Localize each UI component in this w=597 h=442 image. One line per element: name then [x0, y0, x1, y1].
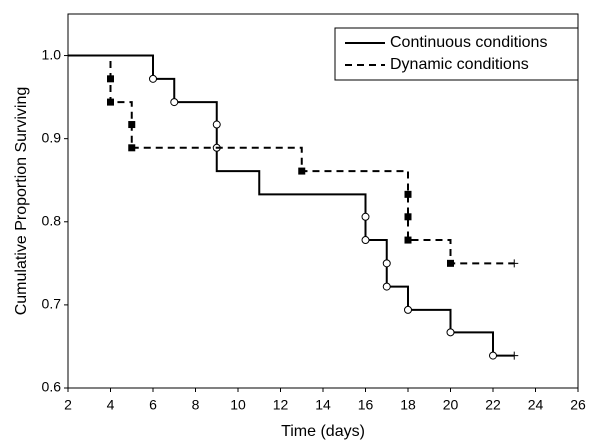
event-marker [128, 144, 136, 152]
event-marker [149, 74, 157, 83]
y-tick-label: 0.8 [42, 212, 62, 228]
y-tick-label: 0.7 [42, 296, 62, 312]
event-marker [361, 212, 370, 221]
legend-label: Dynamic conditions [390, 56, 529, 73]
x-tick-label: 20 [443, 397, 459, 413]
event-marker [447, 259, 454, 267]
event-marker [212, 120, 221, 129]
survival-line [68, 54, 515, 357]
event-marker [404, 213, 412, 221]
x-tick-label: 4 [107, 397, 115, 413]
x-axis-label: Time (days) [281, 423, 365, 440]
event-marker [446, 328, 455, 337]
y-tick-label: 0.9 [42, 129, 62, 145]
x-tick-label: 22 [485, 397, 501, 413]
event-marker [382, 259, 391, 268]
x-tick-label: 2 [64, 397, 72, 413]
x-tick-label: 12 [273, 397, 289, 413]
censor-marker [510, 259, 519, 268]
event-marker [170, 98, 179, 107]
event-marker [298, 167, 306, 175]
event-marker [382, 282, 391, 291]
event-marker [489, 351, 497, 360]
event-marker [404, 236, 412, 244]
y-axis-label: Cumulative Proportion Surviving [13, 87, 30, 316]
survival-line [68, 54, 515, 265]
x-tick-label: 6 [149, 397, 157, 413]
x-tick-label: 18 [400, 397, 416, 413]
event-marker [107, 75, 114, 83]
legend-label: Continuous conditions [390, 34, 547, 51]
event-marker [128, 121, 136, 129]
x-tick-label: 26 [570, 397, 586, 413]
x-tick-label: 14 [315, 397, 331, 413]
event-marker [404, 305, 412, 314]
y-tick-label: 1.0 [42, 46, 62, 62]
y-tick-label: 0.6 [42, 379, 62, 395]
event-marker [404, 190, 412, 198]
legend-box [334, 27, 579, 81]
event-marker [107, 98, 114, 106]
x-tick-label: 8 [192, 397, 200, 413]
event-marker [361, 236, 370, 245]
x-tick-label: 24 [528, 397, 544, 413]
censor-marker [510, 351, 519, 360]
x-tick-label: 10 [230, 397, 246, 413]
x-tick-label: 16 [358, 397, 374, 413]
